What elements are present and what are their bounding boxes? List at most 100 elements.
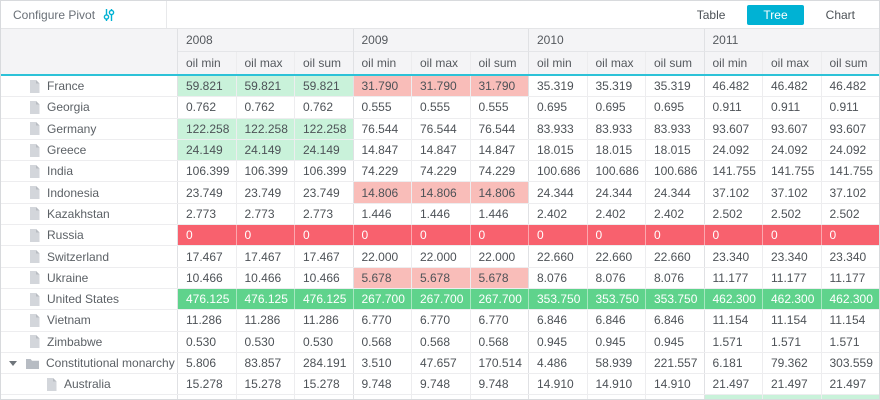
value-cell[interactable]: 476.125 bbox=[236, 288, 295, 310]
value-cell[interactable]: 267.700 bbox=[412, 288, 471, 310]
value-cell[interactable]: 18.015 bbox=[646, 139, 705, 161]
value-cell[interactable] bbox=[529, 395, 588, 399]
value-cell[interactable]: 106.399 bbox=[295, 161, 354, 182]
value-cell[interactable]: 17.467 bbox=[178, 246, 237, 267]
value-cell[interactable]: 6.846 bbox=[588, 310, 646, 331]
value-cell[interactable]: 100.686 bbox=[529, 161, 588, 182]
value-cell[interactable]: 74.229 bbox=[412, 161, 471, 182]
value-cell[interactable]: 6.770 bbox=[354, 310, 412, 331]
value-cell[interactable]: 476.125 bbox=[178, 288, 237, 310]
value-cell[interactable]: 24.344 bbox=[646, 182, 705, 203]
value-cell[interactable]: 0 bbox=[763, 225, 822, 246]
value-cell[interactable]: 14.910 bbox=[529, 374, 588, 395]
value-cell[interactable]: 3.510 bbox=[354, 352, 412, 374]
value-cell[interactable]: 353.750 bbox=[646, 288, 705, 310]
column-header-measure[interactable]: oil sum bbox=[295, 52, 354, 74]
value-cell[interactable]: 22.660 bbox=[529, 246, 588, 267]
value-cell[interactable]: 5.678 bbox=[412, 267, 471, 288]
value-cell[interactable]: 14.847 bbox=[471, 139, 529, 161]
value-cell[interactable]: 24.344 bbox=[529, 182, 588, 203]
value-cell[interactable]: 100.686 bbox=[588, 161, 646, 182]
value-cell[interactable]: 21.497 bbox=[829, 377, 867, 392]
value-cell[interactable]: 6.846 bbox=[529, 310, 588, 331]
column-header-measure[interactable]: oil min bbox=[354, 52, 412, 74]
value-cell[interactable]: 37.102 bbox=[763, 182, 822, 203]
value-cell[interactable] bbox=[646, 395, 705, 399]
collapse-arrow-icon[interactable] bbox=[9, 360, 17, 366]
value-cell[interactable]: 353.750 bbox=[587, 288, 646, 310]
value-cell[interactable]: 0.568 bbox=[471, 331, 529, 352]
value-cell[interactable]: 100.686 bbox=[646, 161, 705, 182]
value-cell[interactable]: 37.102 bbox=[705, 182, 763, 203]
value-cell[interactable]: 11.286 bbox=[295, 310, 354, 331]
row-header[interactable]: Zimbabwe bbox=[1, 331, 178, 352]
value-cell[interactable]: 0.911 bbox=[829, 100, 859, 115]
value-cell[interactable]: 0.695 bbox=[646, 97, 705, 118]
value-cell[interactable]: 10.466 bbox=[178, 267, 237, 288]
value-cell[interactable]: 0 bbox=[704, 225, 763, 246]
value-cell[interactable]: 0 bbox=[821, 225, 879, 246]
row-header[interactable]: Ukraine bbox=[1, 267, 178, 288]
value-cell[interactable]: 0.762 bbox=[178, 97, 237, 118]
column-header-measure[interactable]: oil max bbox=[763, 52, 822, 74]
value-cell[interactable]: 74.229 bbox=[471, 161, 529, 182]
value-cell[interactable]: 18.015 bbox=[529, 139, 588, 161]
value-cell[interactable]: 2.502 bbox=[829, 206, 860, 221]
column-header-measure[interactable]: oil max bbox=[412, 52, 471, 74]
value-cell[interactable]: 0 bbox=[353, 225, 412, 246]
view-table-button[interactable]: Table bbox=[681, 5, 742, 25]
value-cell[interactable]: 74.229 bbox=[354, 161, 412, 182]
value-cell[interactable]: 17.467 bbox=[237, 246, 295, 267]
value-cell[interactable]: 14.910 bbox=[646, 374, 705, 395]
column-header-measure[interactable]: oil max bbox=[588, 52, 646, 74]
value-cell[interactable]: 14.910 bbox=[588, 374, 646, 395]
value-cell[interactable]: 24.149 bbox=[236, 139, 295, 161]
value-cell[interactable]: 18.015 bbox=[588, 139, 646, 161]
value-cell[interactable]: 46.482 bbox=[829, 79, 867, 94]
value-cell[interactable] bbox=[412, 395, 471, 399]
value-cell[interactable]: 0 bbox=[412, 225, 471, 246]
value-cell[interactable]: 0.530 bbox=[237, 331, 295, 352]
value-cell[interactable]: 93.607 bbox=[763, 118, 822, 139]
value-cell[interactable]: 1.446 bbox=[471, 203, 529, 225]
value-cell[interactable]: 122.258 bbox=[178, 118, 237, 139]
value-cell[interactable] bbox=[471, 395, 529, 399]
value-cell[interactable]: 6.846 bbox=[646, 310, 705, 331]
value-cell[interactable]: 106.399 bbox=[178, 161, 237, 182]
value-cell[interactable]: 0.568 bbox=[354, 331, 412, 352]
value-cell[interactable]: 11.286 bbox=[237, 310, 295, 331]
value-cell[interactable]: 15.278 bbox=[178, 374, 237, 395]
row-header[interactable] bbox=[1, 395, 178, 399]
value-cell[interactable]: 83.933 bbox=[588, 118, 646, 139]
value-cell[interactable]: 83.857 bbox=[237, 352, 295, 374]
value-cell[interactable]: 353.750 bbox=[529, 288, 588, 310]
value-cell[interactable]: 11.154 bbox=[829, 313, 866, 328]
value-cell[interactable]: 8.076 bbox=[529, 267, 588, 288]
value-cell[interactable]: 23.749 bbox=[178, 182, 237, 203]
value-cell[interactable]: 22.000 bbox=[471, 246, 529, 267]
value-cell[interactable]: 11.154 bbox=[705, 310, 763, 331]
value-cell[interactable]: 6.181 bbox=[705, 352, 763, 374]
value-cell[interactable]: 10.466 bbox=[237, 267, 295, 288]
value-cell[interactable]: 35.319 bbox=[529, 76, 588, 97]
value-cell[interactable] bbox=[821, 395, 879, 399]
value-cell[interactable]: 35.319 bbox=[588, 76, 646, 97]
value-cell[interactable]: 6.770 bbox=[412, 310, 471, 331]
value-cell[interactable]: 93.607 bbox=[829, 121, 867, 136]
value-cell[interactable]: 0.945 bbox=[588, 331, 646, 352]
value-cell[interactable]: 1.571 bbox=[763, 331, 822, 352]
value-cell[interactable] bbox=[763, 395, 822, 399]
value-cell[interactable]: 2.402 bbox=[646, 203, 705, 225]
value-cell[interactable] bbox=[354, 395, 412, 399]
row-header[interactable]: Georgia bbox=[1, 97, 178, 118]
row-header[interactable]: United States bbox=[1, 288, 178, 310]
value-cell[interactable]: 83.933 bbox=[529, 118, 588, 139]
value-cell[interactable]: 37.102 bbox=[829, 185, 867, 200]
value-cell[interactable]: 11.177 bbox=[763, 267, 822, 288]
value-cell[interactable]: 0.695 bbox=[529, 97, 588, 118]
view-chart-button[interactable]: Chart bbox=[810, 5, 871, 25]
value-cell[interactable]: 31.790 bbox=[470, 76, 529, 97]
value-cell[interactable]: 22.660 bbox=[646, 246, 705, 267]
value-cell[interactable]: 24.149 bbox=[178, 139, 237, 161]
value-cell[interactable]: 23.340 bbox=[763, 246, 822, 267]
